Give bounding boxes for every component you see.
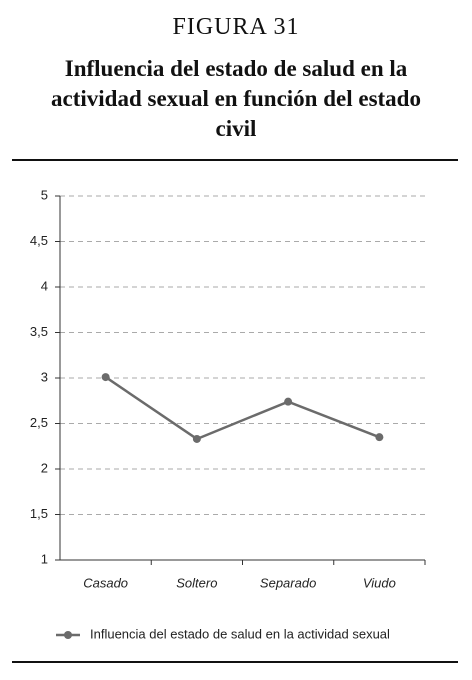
y-tick-label: 1,5: [30, 506, 48, 521]
data-point: [375, 433, 384, 442]
y-tick-label: 2,5: [30, 415, 48, 430]
data-point: [101, 373, 110, 382]
x-tick-label: Soltero: [176, 575, 217, 590]
y-tick-label: 3,5: [30, 324, 48, 339]
data-point: [192, 434, 201, 443]
x-tick-label: Viudo: [363, 575, 396, 590]
legend-label: Influencia del estado de salud en la act…: [90, 626, 390, 641]
y-tick-label: 1: [41, 551, 48, 566]
data-point: [284, 397, 293, 406]
y-tick-label: 4,5: [30, 233, 48, 248]
chart-title: Influencia del estado de salud en la act…: [51, 56, 421, 141]
y-tick-label: 4: [41, 278, 48, 293]
data-line: [104, 376, 380, 441]
y-tick-label: 2: [41, 460, 48, 475]
legend-marker: [64, 631, 72, 639]
x-tick-label: Casado: [83, 575, 128, 590]
x-tick-label: Separado: [260, 575, 316, 590]
y-tick-label: 5: [41, 187, 48, 202]
figure-label: FIGURA 31: [172, 14, 300, 40]
y-tick-label: 3: [41, 369, 48, 384]
